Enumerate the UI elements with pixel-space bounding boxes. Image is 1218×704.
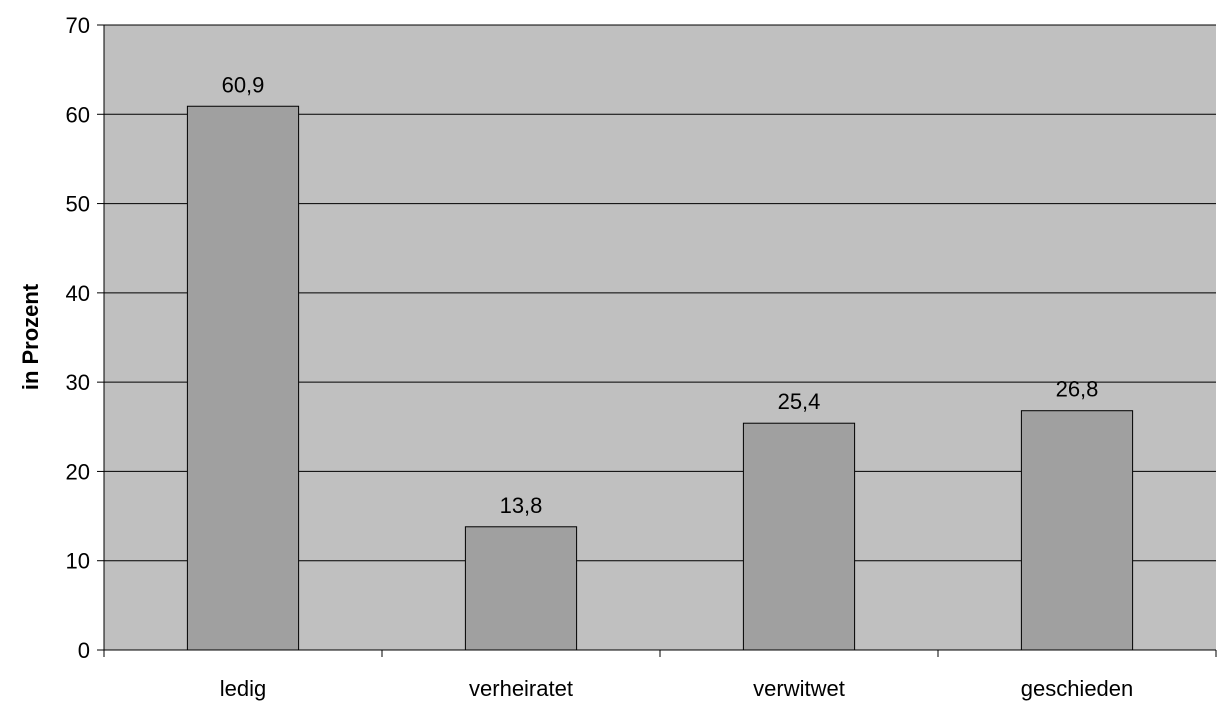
- bar-verheiratet: [464, 526, 578, 651]
- x-tick-label-geschieden: geschieden: [1021, 676, 1134, 701]
- y-tick-label: 10: [66, 549, 90, 574]
- data-labels: 60,9 13,8 25,4 26,8: [222, 72, 1099, 518]
- y-axis-title: in Prozent: [18, 283, 43, 390]
- y-tick-label: 60: [66, 102, 90, 127]
- bar-ledig: [186, 105, 300, 651]
- data-label-ledig: 60,9: [222, 72, 265, 97]
- bar-geschieden: [1020, 410, 1134, 651]
- x-tick-label-ledig: ledig: [220, 676, 266, 701]
- x-tick-label-verwitwet: verwitwet: [753, 676, 845, 701]
- x-tick-label-verheiratet: verheiratet: [469, 676, 573, 701]
- axes: [97, 24, 1217, 657]
- y-tick-label: 30: [66, 370, 90, 395]
- bar-verwitwet: [742, 422, 856, 651]
- y-tick-label: 70: [66, 13, 90, 38]
- x-tick-labels: ledig verheiratet verwitwet geschieden: [220, 676, 1134, 701]
- y-tick-label: 20: [66, 459, 90, 484]
- y-tick-labels: 0 10 20 30 40 50 60 70: [66, 13, 90, 663]
- y-tick-label: 0: [78, 638, 90, 663]
- data-label-verwitwet: 25,4: [778, 389, 821, 414]
- data-label-geschieden: 26,8: [1056, 377, 1099, 402]
- y-tick-label: 40: [66, 281, 90, 306]
- data-label-verheiratet: 13,8: [500, 493, 543, 518]
- y-tick-label: 50: [66, 192, 90, 217]
